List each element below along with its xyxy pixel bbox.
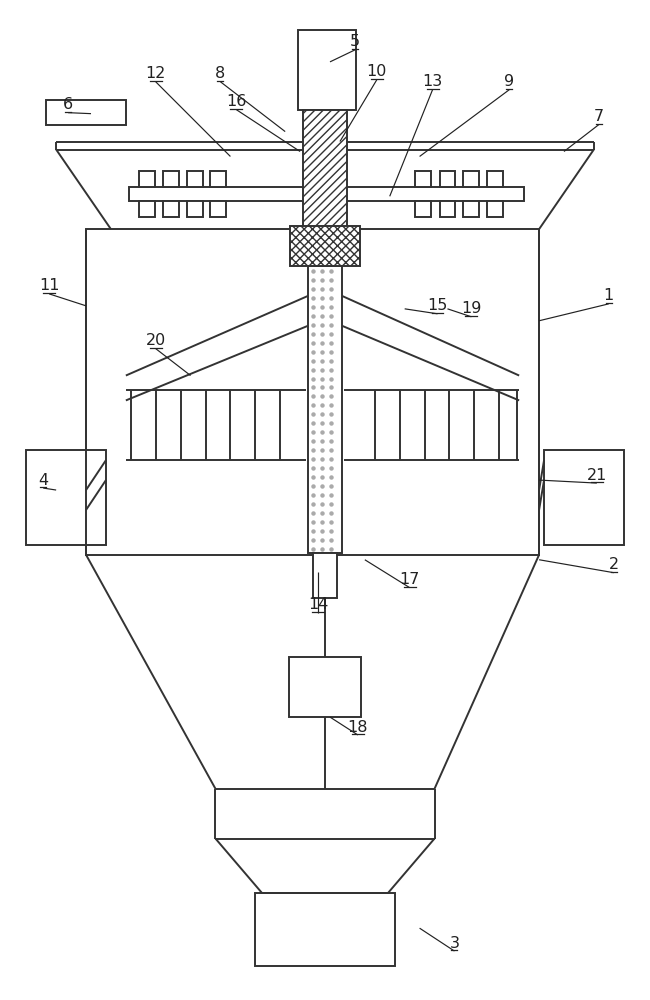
Bar [187, 201, 203, 217]
Text: 3: 3 [449, 936, 460, 951]
Text: 18: 18 [348, 720, 368, 735]
Bar [26, 450, 106, 545]
Text: 10: 10 [367, 64, 387, 79]
Bar [488, 171, 503, 187]
Text: 16: 16 [226, 94, 246, 109]
Bar [303, 110, 347, 231]
Bar [139, 201, 155, 217]
Bar [255, 893, 395, 966]
Bar [129, 187, 524, 201]
Text: 17: 17 [400, 572, 420, 587]
Text: 9: 9 [504, 74, 514, 89]
Bar [415, 171, 430, 187]
Text: 1: 1 [604, 288, 614, 303]
Bar [415, 201, 430, 217]
Text: 19: 19 [462, 301, 482, 316]
Bar [211, 201, 226, 217]
Bar [463, 201, 479, 217]
Bar [544, 450, 624, 545]
Bar [308, 266, 342, 553]
Text: 7: 7 [593, 109, 604, 124]
Text: 2: 2 [608, 557, 619, 572]
Text: 14: 14 [308, 597, 328, 612]
Bar [439, 171, 456, 187]
Bar [289, 657, 361, 717]
Text: 20: 20 [146, 333, 166, 348]
Bar [298, 30, 356, 110]
Bar [139, 171, 155, 187]
Bar [290, 226, 360, 266]
Text: 15: 15 [427, 298, 448, 313]
Text: 6: 6 [63, 97, 73, 112]
Bar [86, 229, 539, 555]
Text: 5: 5 [350, 34, 360, 49]
Text: 8: 8 [215, 66, 226, 81]
Bar [313, 553, 337, 598]
Text: 21: 21 [587, 468, 607, 483]
Text: 11: 11 [39, 278, 59, 293]
Text: 13: 13 [422, 74, 443, 89]
Bar [162, 171, 179, 187]
Bar [211, 171, 226, 187]
Bar [46, 100, 126, 125]
Bar [488, 201, 503, 217]
Bar [187, 171, 203, 187]
Bar [162, 201, 179, 217]
Bar [463, 171, 479, 187]
Text: 12: 12 [146, 66, 166, 81]
Text: 4: 4 [38, 473, 48, 488]
Bar [439, 201, 456, 217]
